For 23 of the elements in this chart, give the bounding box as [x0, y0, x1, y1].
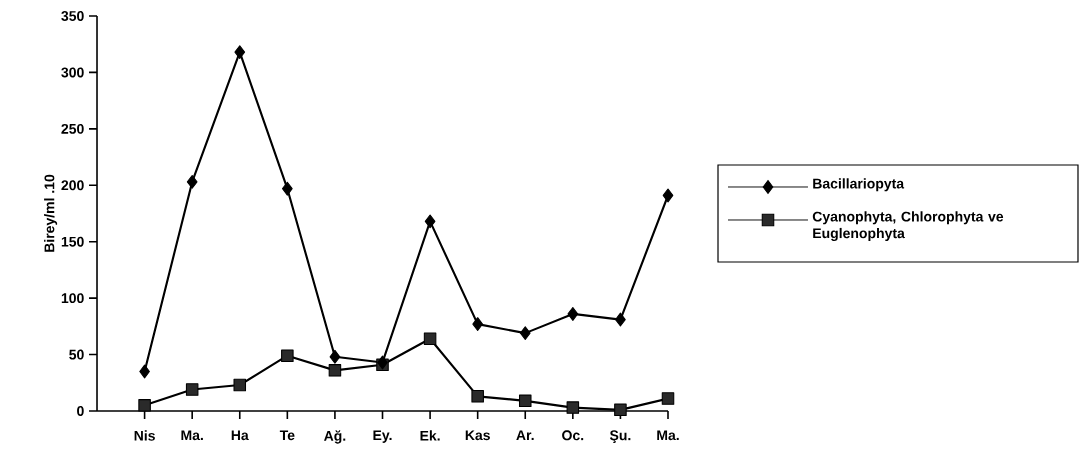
y-tick-label: 100 [61, 293, 84, 304]
x-tick-label: Oc. [562, 430, 584, 441]
y-axis-title: Birey/ml .10 [44, 174, 58, 252]
x-tick-label: Te [279, 430, 295, 441]
x-tick-label: Ek. [420, 430, 440, 441]
y-tick-label: 50 [69, 349, 84, 360]
x-tick-label: Ma. [657, 430, 679, 441]
x-tick-label: Ey. [373, 430, 392, 443]
y-tick-label: 200 [61, 180, 84, 191]
text: Cyanophyta, Chlorophyta ve Euglenophyta [812, 211, 1004, 242]
x-tick-label: Şu. [609, 430, 631, 444]
y-tick-label: 350 [61, 11, 84, 21]
y-tick-label: 300 [61, 67, 84, 78]
y-tick-label: 150 [61, 236, 84, 247]
y-tick-label: 250 [61, 123, 84, 134]
x-tick-label: Ağ. [324, 430, 346, 444]
x-tick-label: Kas [465, 430, 490, 441]
x-tick-label: Nis [134, 430, 155, 441]
x-tick-label: Ha [231, 430, 249, 441]
y-tick-label: 0 [77, 406, 84, 416]
x-tick-label: Ar. [516, 430, 534, 440]
x-tick-label: Ma. [181, 430, 203, 441]
text: Bacillariopyta [813, 178, 905, 192]
